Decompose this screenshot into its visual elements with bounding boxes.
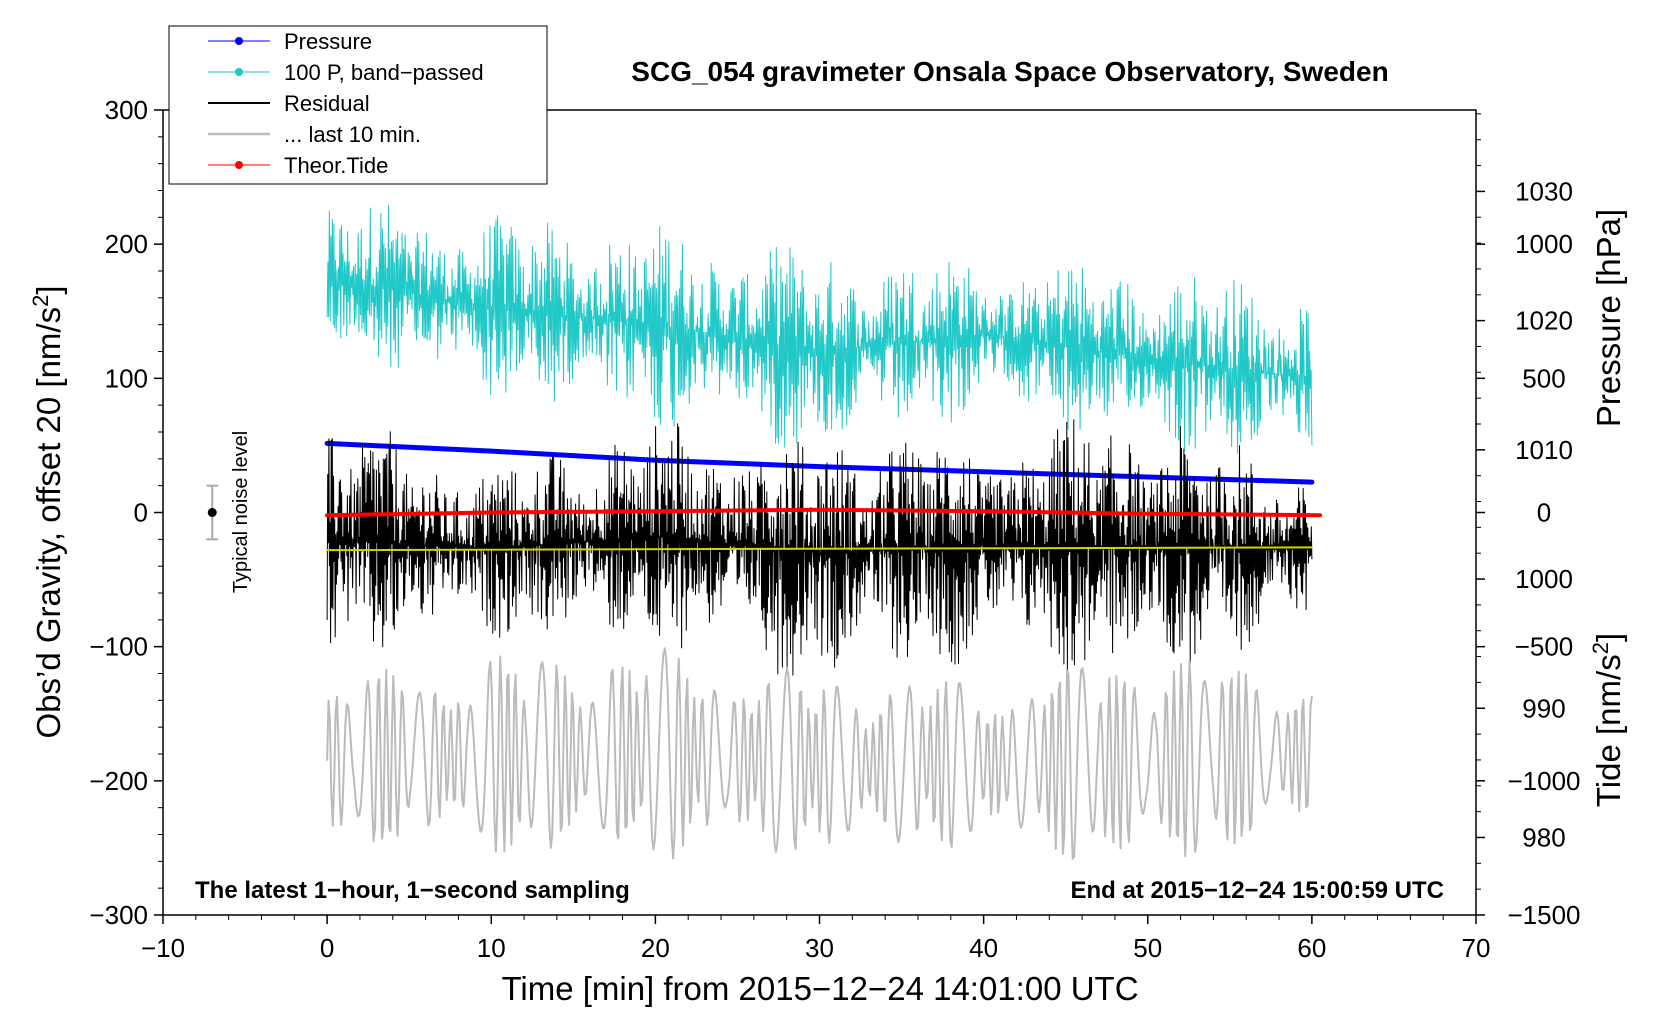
x-tick-label: 70 (1462, 933, 1491, 963)
legend: Pressure 100 P, band−passed Residual ... la… (168, 25, 548, 185)
y-tick-label: 100 (105, 363, 148, 393)
legend-marker (235, 161, 243, 169)
noise-bar-center-dot (207, 508, 217, 517)
x-tick-label: 40 (969, 933, 998, 963)
legend-entries: Pressure 100 P, band−passed Residual ... la… (208, 29, 484, 178)
y-tick-label: −300 (89, 900, 148, 930)
x-axis-label: Time [min] from 2015−12−24 14:01:00 UTC (501, 970, 1138, 1007)
x-tick-label: 20 (641, 933, 670, 963)
y-tick-label: −200 (89, 766, 148, 796)
legend-box (168, 25, 548, 185)
pressure-tick-label: 1020 (1515, 306, 1573, 336)
tide-tick-label: 500 (1522, 363, 1565, 393)
legend-marker (235, 68, 243, 76)
legend-label: ... last 10 min. (284, 122, 421, 147)
y-axis-label-left-sup: 2 (28, 295, 53, 307)
y-axis-label-tide-end: ] (1590, 633, 1627, 642)
y-tick-label: 0 (134, 498, 148, 528)
x-tick-label: −10 (141, 933, 185, 963)
tide-tick-label: 1000 (1515, 229, 1573, 259)
tide-tick-label: −1500 (1507, 900, 1580, 930)
tide-tick-label: −500 (1515, 632, 1574, 662)
y-axis-label-left-end: ] (30, 285, 67, 294)
annotation-left: The latest 1−hour, 1−second sampling (195, 877, 630, 904)
y-axis-label-pressure: Pressure [hPa] (1590, 209, 1627, 427)
pressure-tick-label: 1000 (1515, 564, 1573, 594)
legend-label: 100 P, band−passed (284, 60, 484, 85)
legend-label: Theor.Tide (284, 153, 388, 178)
y-tick-label: 300 (105, 95, 148, 125)
y-axis-label-tide-main: Tide [nm/s (1590, 654, 1627, 807)
legend-label: Pressure (284, 29, 372, 54)
pressure-tick-label: 980 (1522, 822, 1565, 852)
y-tick-label: −100 (89, 632, 148, 662)
x-tick-label: 50 (1133, 933, 1162, 963)
series-last-10-min (326, 647, 1313, 860)
x-tick-label: 60 (1297, 933, 1326, 963)
y-axis-label-left-main: Obs’d Gravity, offset 20 [nm/s (30, 307, 67, 739)
tide-tick-label: −1000 (1507, 766, 1580, 796)
y-axis-label-left: Obs’d Gravity, offset 20 [nm/s2] (28, 285, 67, 738)
legend-label: Residual (284, 91, 370, 116)
chart-title: SCG_054 gravimeter Onsala Space Observat… (631, 56, 1388, 87)
noise-level-indicator (206, 484, 219, 541)
x-tick-label: 30 (805, 933, 834, 963)
series-100-p-band-passed (326, 204, 1313, 454)
pressure-tick-label: 1030 (1515, 176, 1573, 206)
tide-tick-label: 0 (1537, 498, 1551, 528)
series-pressure (324, 440, 1315, 485)
axes: −10 0 10 20 30 40 50 60 703002001000−100−200−300… (89, 95, 1580, 963)
x-tick-label: 10 (477, 933, 506, 963)
y-axis-label-tide-sup: 2 (1588, 642, 1613, 654)
y-axis-label-tide: Tide [nm/s2] (1588, 633, 1627, 807)
pressure-tick-label: 1010 (1515, 435, 1573, 465)
series-residual-mean (326, 546, 1313, 552)
x-tick-label: 0 (320, 933, 334, 963)
annotation-right: End at 2015−12−24 15:00:59 UTC (1070, 877, 1444, 904)
y-tick-label: 200 (105, 229, 148, 259)
legend-marker (235, 37, 243, 45)
data-traces (324, 204, 1323, 860)
noise-level-label: Typical noise level (230, 431, 252, 593)
series-theor-tide (325, 507, 1323, 518)
pressure-tick-label: 990 (1522, 693, 1565, 723)
